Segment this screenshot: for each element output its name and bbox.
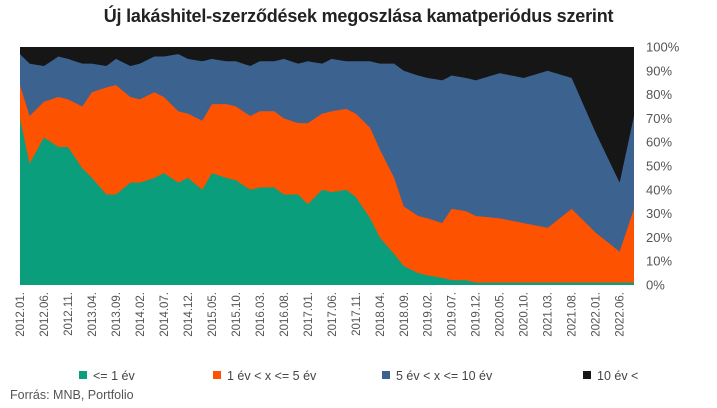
y-tick-label: 30% [646, 206, 672, 221]
x-tick-label: 2012.01. [15, 292, 27, 337]
x-tick-label: 2016.08. [279, 292, 291, 337]
y-tick-label: 90% [646, 63, 672, 78]
x-tick-label: 2017.01. [303, 292, 315, 337]
x-tick-label: 2017.06. [327, 292, 339, 337]
x-tick-label: 2012.11. [63, 292, 75, 336]
x-tick-label: 2013.09. [111, 292, 123, 337]
x-tick-label: 2014.07. [159, 292, 171, 337]
legend-label: 1 év < x <= 5 év [227, 369, 317, 383]
x-tick-label: 2021.08. [567, 292, 579, 337]
y-tick-label: 0% [646, 278, 665, 293]
chart-title: Új lakáshitel-szerződések megoszlása kam… [103, 6, 614, 26]
y-tick-label: 60% [646, 135, 672, 150]
x-tick-label: 2022.01. [591, 292, 603, 337]
y-tick-label: 70% [646, 111, 672, 126]
x-tick-label: 2015.10. [231, 292, 243, 337]
x-tick-label: 2014.02. [135, 292, 147, 337]
area-le-1-ev [20, 118, 634, 286]
legend-swatch [382, 371, 390, 379]
y-axis: 0% 10% 20% 30% 40% 50% 60% 70% 80% 90% 100% [646, 40, 680, 293]
legend-label: 5 év < x <= 10 év [396, 369, 493, 383]
legend-label: <= 1 év [93, 369, 135, 383]
x-tick-label: 2018.09. [399, 292, 411, 337]
x-tick-label: 2012.06. [39, 292, 51, 337]
x-tick-label: 2021.03. [543, 292, 555, 337]
y-tick-label: 20% [646, 230, 672, 245]
x-tick-label: 2019.07. [447, 292, 459, 337]
legend-swatch [79, 371, 87, 379]
legend-label: 10 év < [597, 369, 638, 383]
y-tick-label: 40% [646, 182, 672, 197]
y-tick-label: 10% [646, 254, 672, 269]
x-tick-label: 2020.10. [519, 292, 531, 337]
x-tick-label: 2015.05. [207, 292, 219, 337]
x-tick-label: 2019.12. [471, 292, 483, 337]
y-tick-label: 50% [646, 159, 672, 174]
x-tick-label: 2020.05. [495, 292, 507, 337]
x-tick-label: 2013.04. [87, 292, 99, 337]
y-tick-label: 100% [646, 40, 680, 55]
x-tick-label: 2014.12. [183, 292, 195, 337]
legend-swatch [213, 371, 221, 379]
legend: <= 1 év 1 év < x <= 5 év 5 év < x <= 10 év… [79, 369, 638, 383]
source-note: Forrás: MNB, Portfolio [10, 388, 134, 402]
legend-swatch [583, 371, 591, 379]
x-tick-label: 2022.06. [615, 292, 627, 337]
y-tick-label: 80% [646, 87, 672, 102]
area-layer [20, 47, 634, 286]
x-tick-label: 2017.11. [351, 292, 363, 336]
x-tick-label: 2016.03. [255, 292, 267, 337]
x-tick-label: 2019.02. [423, 292, 435, 337]
x-tick-label: 2018.04. [375, 292, 387, 337]
x-axis: 2012.01. 2012.06. 2012.11. 2013.04. 2013.09.… [15, 292, 627, 337]
